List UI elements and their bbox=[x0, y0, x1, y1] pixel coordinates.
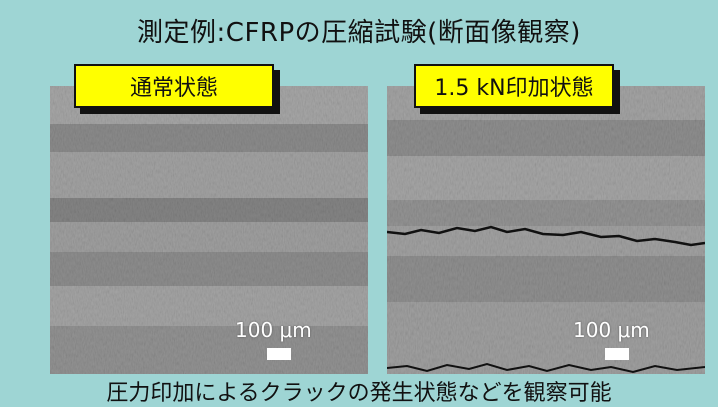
scale-bar bbox=[605, 348, 629, 360]
scale-bar bbox=[267, 348, 291, 360]
ct-cross-section-normal bbox=[50, 86, 368, 374]
slide-title: 測定例:CFRPの圧縮試験(断面像観察) bbox=[137, 18, 581, 48]
ct-image-loaded-state: 100 μm bbox=[387, 86, 705, 374]
label-loaded-state: 1.5 kN印加状態 bbox=[414, 64, 614, 108]
ct-image-normal-state: 100 μm bbox=[50, 86, 368, 374]
crack-line-lower bbox=[387, 362, 705, 374]
crack-line-upper bbox=[387, 225, 705, 247]
label-normal-state: 通常状態 bbox=[74, 64, 274, 108]
ct-cross-section-loaded bbox=[387, 86, 705, 374]
caption: 圧力印加によるクラックの発生状態などを観察可能 bbox=[106, 381, 612, 406]
scale-label: 100 μm bbox=[573, 318, 650, 342]
scale-label: 100 μm bbox=[235, 318, 312, 342]
